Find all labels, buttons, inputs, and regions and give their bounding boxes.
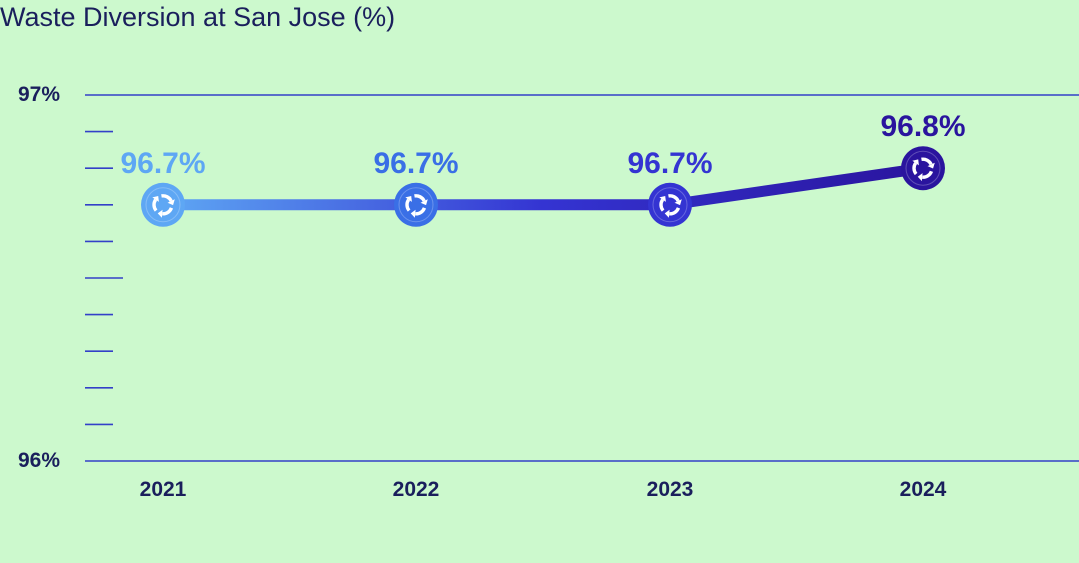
series-path — [157, 162, 929, 211]
y-tick-label: 96% — [18, 449, 60, 472]
recycle-icon — [659, 194, 682, 218]
point-marker — [901, 146, 945, 191]
y-axis-labels: 96% 97% — [18, 83, 60, 472]
series-line — [157, 162, 929, 211]
data-point — [901, 146, 945, 191]
data-point — [141, 182, 185, 227]
data-point — [648, 182, 692, 227]
x-tick-label: 2021 — [140, 478, 187, 501]
recycle-icon — [405, 194, 428, 218]
data-labels: 96.7% 96.7% 96.7% 96.8% — [120, 110, 965, 180]
data-points — [141, 146, 945, 227]
point-marker — [394, 182, 438, 227]
recycle-icon — [152, 194, 175, 218]
data-label: 96.7% — [120, 147, 205, 180]
data-label: 96.8% — [880, 110, 965, 143]
data-point — [394, 182, 438, 227]
x-tick-label: 2023 — [647, 478, 694, 501]
grid-lines — [85, 94, 1079, 462]
x-tick-label: 2022 — [393, 478, 440, 501]
data-label: 96.7% — [627, 147, 712, 180]
x-tick-label: 2024 — [900, 478, 947, 501]
point-marker — [141, 182, 185, 227]
chart-title: Waste Diversion at San Jose (%) — [0, 2, 396, 32]
x-axis-labels: 2021 2022 2023 2024 — [140, 478, 947, 501]
data-label: 96.7% — [373, 147, 458, 180]
y-tick-label: 97% — [18, 83, 60, 106]
recycle-icon — [912, 157, 935, 182]
point-marker — [648, 182, 692, 227]
